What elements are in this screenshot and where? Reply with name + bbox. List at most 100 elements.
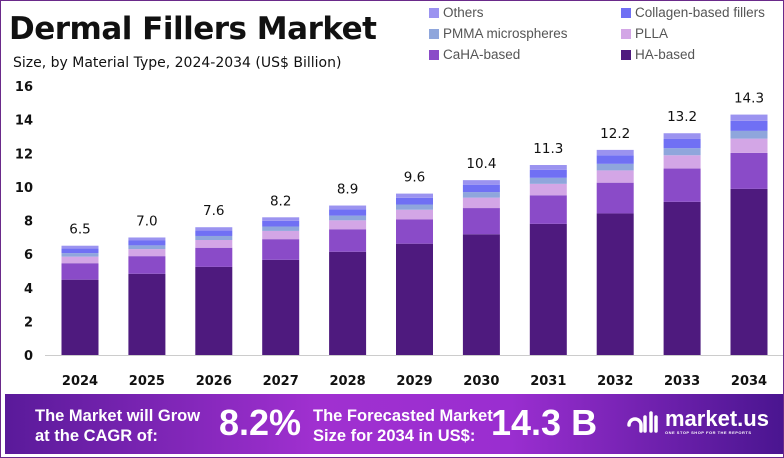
bar-segment-collagen-based-fillers (730, 120, 768, 131)
bar-segment-ha-based (396, 243, 433, 355)
bar-segment-collagen-based-fillers (663, 138, 701, 149)
legend-label: Others (443, 5, 484, 20)
x-tick-label: 2031 (530, 374, 566, 389)
bar-segment-plla (529, 183, 567, 196)
bar-segment-plla (663, 155, 701, 169)
bar-segment-pmma-microspheres (596, 163, 634, 171)
bar-segment-ha-based (730, 188, 768, 355)
legend-item: Collagen-based fillers (621, 5, 765, 20)
x-tick-label: 2029 (396, 374, 432, 389)
total-label: 8.9 (337, 182, 358, 198)
bar-segment-pmma-microspheres (663, 148, 701, 156)
y-tick-label: 14 (15, 114, 33, 129)
bar-segment-plla (596, 170, 634, 183)
bar-segment-caha-based (262, 239, 300, 260)
legend-swatch (429, 49, 439, 60)
bar-segment-others (730, 114, 768, 121)
bar-segment-ha-based (529, 223, 567, 355)
bar-segment-others (596, 149, 634, 156)
bar-segment-caha-based (396, 219, 433, 244)
bar-segment-collagen-based-fillers (596, 155, 634, 164)
bar-segment-others (128, 237, 166, 241)
bar-segment-plla (195, 240, 233, 248)
x-tick-label: 2025 (129, 374, 165, 389)
legend-label: HA-based (635, 47, 696, 62)
bar-segment-plla (61, 256, 99, 264)
x-tick-label: 2027 (263, 374, 299, 389)
bar-segment-caha-based (529, 195, 567, 224)
legend-item: PMMA microspheres (429, 26, 568, 41)
bar-segment-caha-based (195, 247, 233, 267)
bar-segment-collagen-based-fillers (128, 240, 166, 246)
bar-segment-ha-based (195, 266, 233, 355)
total-label: 9.6 (404, 170, 425, 186)
bar-segment-ha-based (61, 279, 99, 355)
legend-label: PLLA (635, 26, 669, 41)
legend-label: PMMA microspheres (443, 26, 568, 41)
legend-label: Collagen-based fillers (635, 5, 765, 20)
legend-item: HA-based (621, 47, 695, 62)
total-label: 11.3 (533, 141, 563, 157)
y-tick-label: 2 (24, 315, 33, 330)
x-tick-label: 2028 (330, 374, 366, 389)
y-tick-label: 8 (24, 215, 33, 230)
bar-segment-caha-based (596, 182, 634, 214)
bar-segment-caha-based (663, 168, 701, 202)
total-label: 8.2 (270, 193, 291, 209)
bar-segment-collagen-based-fillers (396, 197, 433, 205)
y-tick-label: 6 (24, 248, 33, 263)
bar-segment-pmma-microspheres (195, 235, 233, 241)
bar-segment-collagen-based-fillers (61, 248, 99, 254)
logo-icon (627, 410, 658, 433)
cagr-value: 8.2% (219, 402, 302, 443)
bar-segment-pmma-microspheres (730, 130, 768, 139)
legend-item: CaHA-based (429, 47, 520, 62)
y-tick-label: 0 (24, 349, 33, 364)
bar-segment-pmma-microspheres (529, 177, 567, 184)
total-label: 7.0 (136, 213, 157, 229)
bar-segment-pmma-microspheres (329, 215, 367, 221)
x-tick-label: 2032 (597, 374, 633, 389)
bar-segment-others (529, 165, 567, 170)
total-label: 14.3 (734, 91, 764, 107)
bar-segment-others (329, 205, 367, 210)
bar-segment-plla (128, 249, 166, 257)
total-label: 10.4 (466, 156, 496, 172)
y-tick-label: 4 (24, 282, 33, 297)
bar-segment-pmma-microspheres (396, 204, 433, 210)
bar-segment-caha-based (329, 229, 367, 252)
y-tick-label: 10 (15, 181, 33, 196)
total-label: 12.2 (600, 126, 630, 142)
bar-segment-others (195, 227, 233, 231)
bar-segment-ha-based (128, 273, 166, 355)
total-label: 13.2 (667, 109, 697, 125)
bar-segment-collagen-based-fillers (462, 184, 500, 193)
legend-item: PLLA (621, 26, 668, 41)
cagr-label: The Market will Grow at the CAGR of: (35, 407, 201, 445)
total-label: 6.5 (69, 222, 90, 238)
chart-title: Dermal Fillers Market (9, 11, 377, 47)
bar-segment-others (462, 180, 500, 185)
bar-segment-plla (262, 230, 300, 240)
x-tick-label: 2026 (196, 374, 232, 389)
legend-label: CaHA-based (443, 47, 521, 62)
bar-segment-caha-based (128, 256, 166, 274)
bar-segment-others (663, 133, 701, 139)
bar-segment-pmma-microspheres (61, 253, 99, 257)
bar-segment-ha-based (596, 213, 634, 355)
bar-segment-collagen-based-fillers (262, 220, 300, 227)
bar-segment-plla (329, 220, 367, 230)
legend-swatch (621, 28, 631, 39)
summary-banner: The Market will Grow at the CAGR of: 8.2%… (5, 394, 783, 454)
bar-segment-others (61, 245, 99, 249)
legend-swatch (429, 28, 439, 39)
bar-segment-plla (462, 197, 500, 209)
bar-chart: 0 2 4 6 8 10 12 14 16 6.5 2024 7.0 2025 7.6 2026 8.2 202… (15, 80, 783, 389)
x-tick-label: 2030 (463, 374, 499, 389)
bar-segment-ha-based (262, 259, 300, 355)
bar-segment-pmma-microspheres (262, 226, 300, 231)
bar-segment-collagen-based-fillers (529, 169, 567, 178)
forecast-label: The Forecasted Market Size for 2034 in US… (313, 407, 493, 445)
bar-segment-collagen-based-fillers (329, 209, 367, 216)
